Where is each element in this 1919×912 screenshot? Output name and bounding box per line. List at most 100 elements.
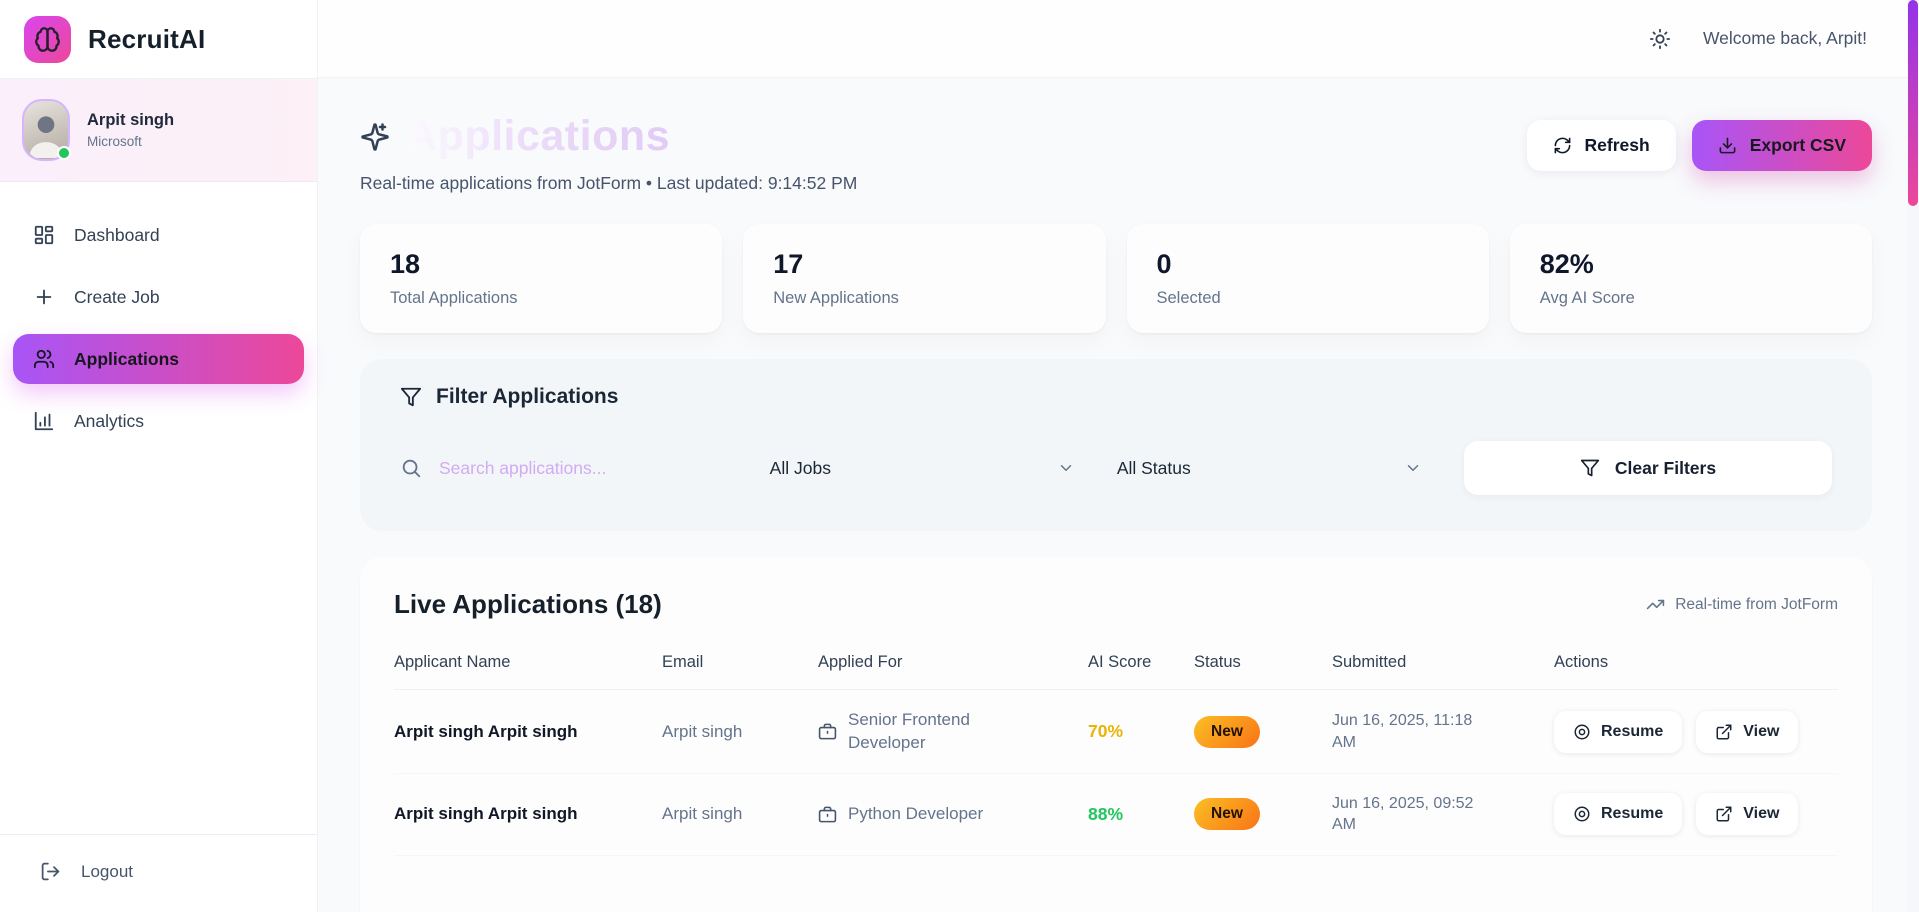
trending-up-icon [1646, 595, 1665, 614]
applied-for: Senior Frontend Developer [818, 709, 1088, 753]
clear-filters-button[interactable]: Clear Filters [1463, 441, 1832, 495]
status-badge: New [1194, 715, 1260, 748]
page-title: Applications [406, 112, 671, 160]
scrollbar-thumb[interactable] [1908, 0, 1918, 206]
online-status-dot [57, 146, 71, 160]
resume-button[interactable]: Resume [1554, 710, 1683, 753]
table-row: Arpit singh Arpit singh Arpit singh Pyth… [394, 774, 1838, 856]
logout-label: Logout [81, 861, 133, 881]
page-subtitle: Real-time applications from JotForm • La… [360, 173, 858, 193]
chevron-down-icon [1404, 459, 1422, 477]
sidebar-item-create-job[interactable]: Create Job [13, 272, 304, 322]
job-filter-select[interactable]: All Jobs [770, 458, 1083, 479]
col-applicant-name: Applicant Name [394, 653, 511, 671]
sidebar-item-label: Create Job [74, 286, 160, 307]
search-icon [400, 457, 422, 479]
sidebar-footer: Logout [0, 834, 317, 912]
plus-icon [33, 286, 55, 308]
main-area: Welcome back, Arpit! Applications Real-t… [318, 0, 1919, 912]
table-body: Arpit singh Arpit singh Arpit singh Seni… [394, 690, 1838, 856]
stat-card-avg-score: 82% Avg AI Score [1509, 224, 1872, 333]
chevron-down-icon [1057, 459, 1075, 477]
applied-for: Python Developer [818, 803, 1088, 825]
bar-chart-icon [33, 410, 55, 432]
live-note: Real-time from JotForm [1646, 595, 1838, 614]
sidebar-item-label: Applications [74, 348, 180, 369]
sidebar-item-dashboard[interactable]: Dashboard [13, 210, 304, 260]
col-actions: Actions [1554, 653, 1609, 671]
status-cell: New [1194, 798, 1332, 831]
refresh-icon [1553, 136, 1572, 155]
col-email: Email [662, 653, 704, 671]
brain-logo-icon [24, 15, 71, 63]
resume-button[interactable]: Resume [1554, 793, 1683, 836]
stat-label: New Applications [773, 289, 899, 307]
profile-company: Microsoft [87, 134, 142, 149]
stat-value: 18 [390, 249, 421, 279]
eye-icon [1573, 805, 1591, 823]
ai-score: 70% [1088, 721, 1124, 742]
external-link-icon [1715, 805, 1733, 823]
briefcase-icon [818, 722, 837, 741]
filter-title: Filter Applications [436, 385, 619, 408]
status-filter-select[interactable]: All Status [1117, 458, 1430, 479]
col-applied-for: Applied For [818, 653, 903, 671]
stat-label: Total Applications [390, 289, 518, 307]
stat-value: 82% [1539, 249, 1594, 279]
briefcase-icon [818, 805, 837, 824]
sidebar-item-label: Analytics [74, 410, 145, 431]
brand: RecruitAI [0, 0, 317, 78]
sidebar: RecruitAI Arpit singh Microsoft [0, 0, 318, 912]
stat-value: 0 [1156, 249, 1172, 279]
stat-card-new: 17 New Applications [743, 224, 1106, 333]
col-ai-score: AI Score [1088, 653, 1152, 671]
table-header-row: Applicant Name Email Applied For AI Scor… [394, 644, 1838, 691]
scrollbar-track [1907, 0, 1919, 912]
sun-icon [1649, 28, 1671, 50]
applications-table-card: Live Applications (18) Real-time from Jo… [360, 557, 1872, 912]
sparkles-icon [360, 122, 390, 152]
theme-toggle-button[interactable] [1645, 24, 1675, 54]
table-row: Arpit singh Arpit singh Arpit singh Seni… [394, 690, 1838, 774]
users-icon [33, 348, 55, 370]
applications-table: Applicant Name Email Applied For AI Scor… [394, 644, 1838, 856]
applicant-email: Arpit singh [662, 804, 743, 824]
filter-icon [400, 386, 422, 408]
external-link-icon [1715, 723, 1733, 741]
page-content: Applications Real-time applications from… [318, 78, 1919, 912]
dashboard-icon [33, 224, 55, 246]
sidebar-item-analytics[interactable]: Analytics [13, 396, 304, 446]
avatar-photo [26, 107, 66, 159]
stat-label: Selected [1156, 289, 1221, 307]
profile-name: Arpit singh [87, 111, 175, 129]
app-title: RecruitAI [88, 23, 206, 54]
logout-button[interactable]: Logout [40, 861, 277, 882]
sidebar-nav: Dashboard Create Job Applications [0, 182, 317, 834]
search-input[interactable] [439, 457, 736, 479]
table-title: Live Applications (18) [394, 589, 662, 619]
view-button[interactable]: View [1696, 793, 1799, 836]
page-header: Applications Real-time applications from… [360, 112, 1872, 194]
avatar [22, 99, 71, 161]
view-button[interactable]: View [1696, 710, 1799, 753]
filter-panel: Filter Applications All Jobs [360, 359, 1872, 531]
filter-icon [1580, 458, 1600, 478]
topbar: Welcome back, Arpit! [318, 0, 1919, 78]
logout-icon [40, 861, 61, 882]
stat-value: 17 [773, 249, 804, 279]
stat-card-selected: 0 Selected [1126, 224, 1489, 333]
download-icon [1718, 136, 1737, 155]
status-badge: New [1194, 798, 1260, 831]
stat-card-total: 18 Total Applications [360, 224, 723, 333]
sidebar-item-label: Dashboard [74, 224, 160, 245]
refresh-button[interactable]: Refresh [1526, 120, 1676, 171]
applicant-name: Arpit singh Arpit singh [394, 804, 578, 824]
sidebar-item-applications[interactable]: Applications [13, 334, 304, 384]
status-cell: New [1194, 715, 1332, 748]
applicant-name: Arpit singh Arpit singh [394, 721, 578, 741]
ai-score: 88% [1088, 803, 1124, 824]
col-submitted: Submitted [1332, 653, 1407, 671]
export-csv-button[interactable]: Export CSV [1691, 120, 1872, 171]
stat-label: Avg AI Score [1539, 289, 1635, 307]
row-actions: Resume View [1554, 793, 1838, 836]
